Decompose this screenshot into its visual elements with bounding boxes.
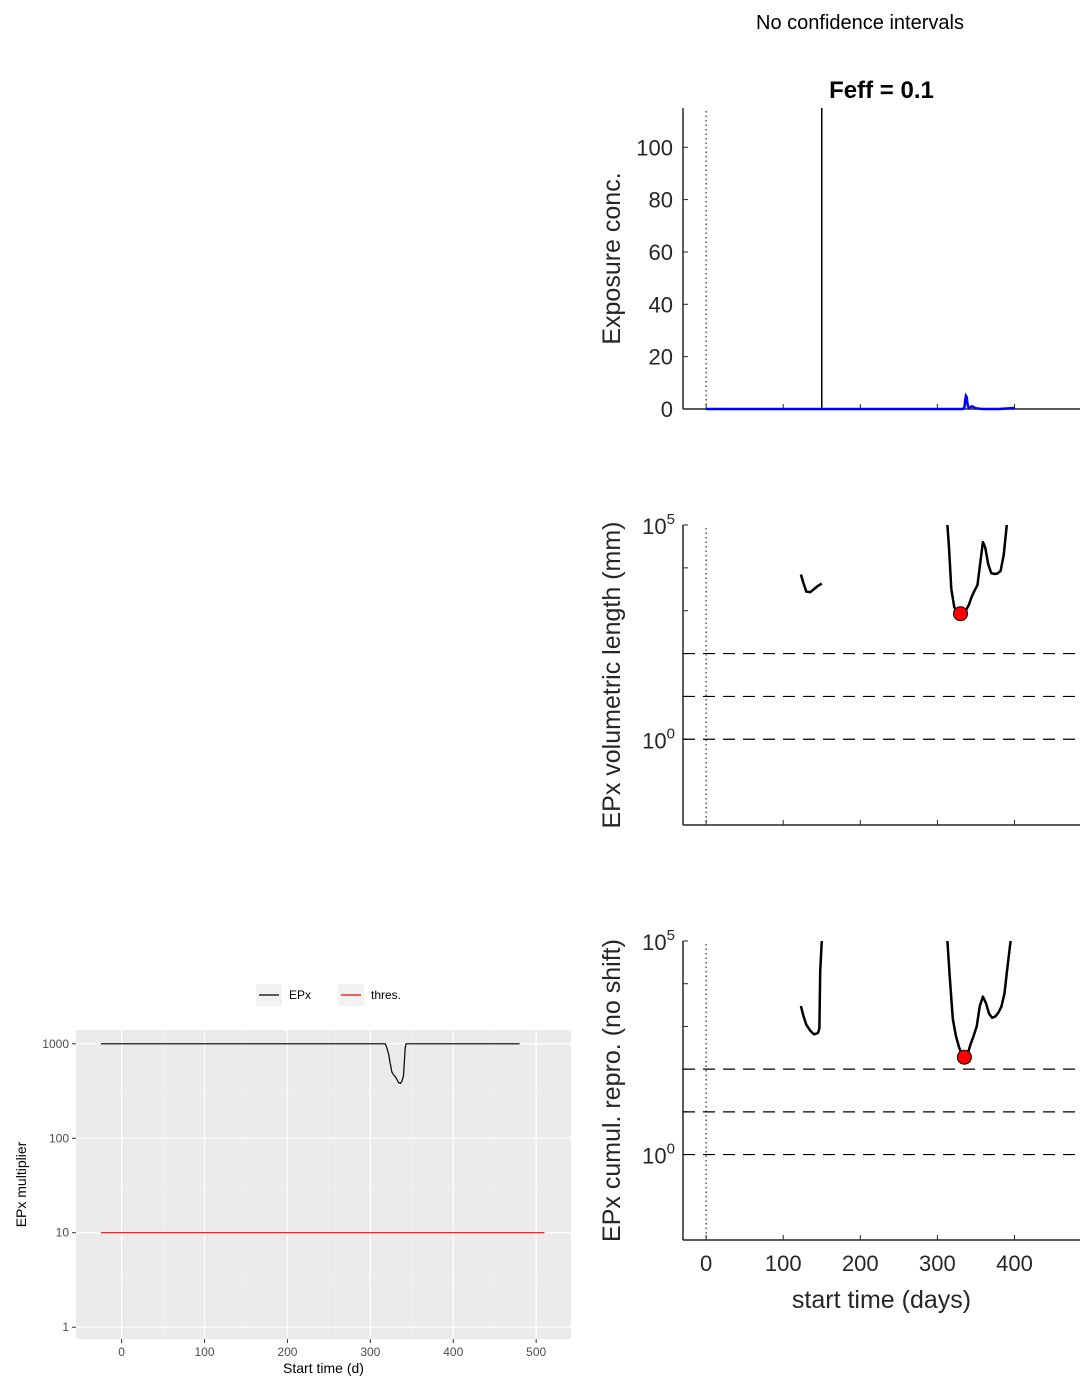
epx-cumul-repro-panel: 100 105 0 100 200 300 400 EPx cumul. repro. (no… xyxy=(598,927,1080,1314)
y-tick-label: 105 xyxy=(642,927,675,955)
epx-curve-segment xyxy=(946,524,1009,615)
legend: EPx thres. xyxy=(256,984,401,1006)
y-tick-label: 80 xyxy=(649,188,673,213)
y-tick-label: 0 xyxy=(661,397,673,422)
y-tick-label: 1000 xyxy=(42,1037,69,1051)
panel-title: Feff = 0.1 xyxy=(829,77,934,104)
y-tick-label: 10 xyxy=(56,1226,70,1240)
y-tick-label: 40 xyxy=(649,292,673,317)
exposure-series-line xyxy=(706,392,1015,411)
exposure-panel: 0 20 40 60 80 100 Feff = 0.1 Exposure conc. xyxy=(598,77,1080,422)
y-tick-label: 100 xyxy=(49,1131,69,1145)
minimum-epx-marker xyxy=(953,606,969,622)
y-tick-label: 105 xyxy=(642,511,675,539)
y-tick-label: 1 xyxy=(62,1320,69,1334)
legend-label: thres. xyxy=(371,988,401,1002)
epx-volumetric-length-panel: 100 105 EPx volumetric length (mm) xyxy=(598,511,1080,829)
y-axis-label: EPx cumul. repro. (no shift) xyxy=(598,939,626,1242)
x-tick-label: 0 xyxy=(118,1345,125,1359)
y-axis-label: EPx volumetric length (mm) xyxy=(598,521,626,828)
x-tick-label: 500 xyxy=(526,1345,546,1359)
x-tick-label: 200 xyxy=(842,1251,879,1276)
y-tick-label: 100 xyxy=(636,135,673,160)
legend-label: EPx xyxy=(289,988,311,1002)
x-axis-label: Start time (d) xyxy=(283,1360,364,1376)
x-tick-label: 100 xyxy=(195,1345,215,1359)
x-axis-label: start time (days) xyxy=(792,1286,971,1314)
epx-curve-segment xyxy=(799,940,824,1036)
plot-panel-background xyxy=(76,1030,571,1339)
x-tick-label: 100 xyxy=(765,1251,802,1276)
y-axis-label: EPx multiplier xyxy=(13,1141,29,1227)
x-tick-label: 300 xyxy=(919,1251,956,1276)
epx-curve-segment xyxy=(799,574,823,594)
minimum-epx-marker xyxy=(956,1049,972,1065)
y-tick-label: 100 xyxy=(642,1141,675,1169)
y-tick-label: 60 xyxy=(649,240,673,265)
y-tick-label: 100 xyxy=(642,725,675,753)
epx-curve-segment xyxy=(946,940,1012,1059)
x-tick-label: 0 xyxy=(700,1251,712,1276)
y-axis-label: Exposure conc. xyxy=(598,172,626,344)
x-tick-label: 400 xyxy=(443,1345,463,1359)
x-tick-label: 200 xyxy=(277,1345,297,1359)
epx-multiplier-panel: 0 100 200 300 400 500 1 10 100 1000 Start time (d)… xyxy=(13,984,571,1376)
epx-series-line xyxy=(100,1043,520,1085)
x-tick-label: 300 xyxy=(360,1345,380,1359)
y-tick-label: 20 xyxy=(649,345,673,370)
figure-suptitle: No confidence intervals xyxy=(756,12,964,34)
x-tick-label: 400 xyxy=(996,1251,1033,1276)
